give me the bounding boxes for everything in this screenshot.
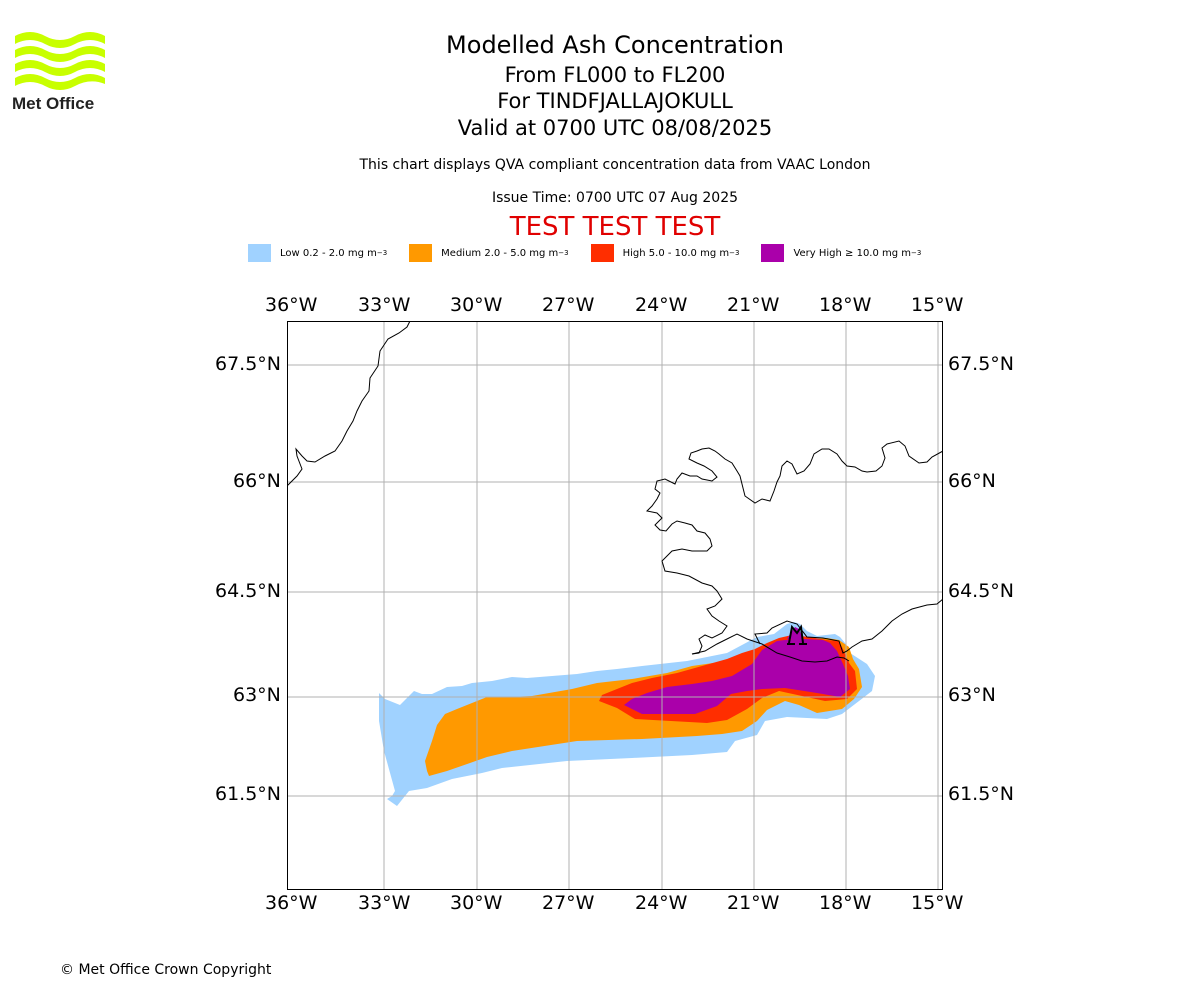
iceland-south-coast (691, 633, 850, 663)
lat-tick-right-63n: 63°N (948, 684, 996, 706)
lat-tick-right-67-5n: 67.5°N (948, 353, 1015, 375)
legend-item-very-high: Very High ≥ 10.0 mg m −3 (761, 244, 921, 262)
lat-tick-left-67-5n: 67.5°N (215, 353, 282, 375)
volcano-marker-icon (787, 624, 807, 645)
met-office-logo: Met Office (12, 30, 112, 114)
chart-subtitle-valid: Valid at 0700 UTC 08/08/2025 (457, 116, 773, 140)
map-frame (287, 321, 943, 890)
legend-item-low: Low 0.2 - 2.0 mg m −3 (248, 244, 387, 262)
legend: Low 0.2 - 2.0 mg m −3 Medium 2.0 - 5.0 mg… (248, 244, 943, 262)
ash-map (287, 321, 943, 890)
lon-tick-top-18w: 18°W (819, 294, 872, 316)
lat-tick-right-64-5n: 64.5°N (948, 580, 1015, 602)
legend-swatch-medium (409, 244, 433, 262)
greenland-coast (287, 321, 411, 487)
logo-text: Met Office (12, 94, 95, 113)
legend-label-very-high: Very High ≥ 10.0 mg m (793, 247, 912, 259)
lat-tick-left-64-5n: 64.5°N (215, 580, 282, 602)
legend-swatch-low (248, 244, 271, 262)
graticule (287, 321, 943, 890)
chart-subtitle-levels: From FL000 to FL200 (504, 63, 726, 87)
lon-tick-top-36w: 36°W (265, 294, 318, 316)
chart-subtitle-volcano: For TINDFJALLAJOKULL (497, 89, 733, 113)
met-office-waves-icon (15, 32, 105, 90)
lat-tick-right-66n: 66°N (948, 470, 996, 492)
lon-tick-top-30w: 30°W (450, 294, 503, 316)
lon-tick-bottom-21w: 21°W (727, 892, 780, 914)
lat-tick-right-61-5n: 61.5°N (948, 783, 1015, 805)
legend-swatch-high (590, 244, 614, 262)
legend-label-low: Low 0.2 - 2.0 mg m (280, 247, 377, 259)
legend-swatch-very-high (761, 244, 785, 262)
legend-item-medium: Medium 2.0 - 5.0 mg m −3 (409, 244, 569, 262)
lon-tick-top-21w: 21°W (727, 294, 780, 316)
test-banner: TEST TEST TEST (509, 212, 721, 242)
lon-tick-top-15w: 15°W (911, 294, 964, 316)
chart-description: This chart displays QVA compliant concen… (359, 157, 871, 173)
lon-tick-top-33w: 33°W (358, 294, 411, 316)
legend-label-high: High 5.0 - 10.0 mg m (622, 247, 730, 259)
lon-tick-top-27w: 27°W (542, 294, 595, 316)
lon-tick-bottom-18w: 18°W (819, 892, 872, 914)
iceland-coast (645, 440, 943, 655)
issue-time: Issue Time: 0700 UTC 07 Aug 2025 (491, 190, 739, 206)
lat-tick-left-63n: 63°N (233, 684, 281, 706)
lon-tick-bottom-15w: 15°W (911, 892, 964, 914)
lon-tick-bottom-24w: 24°W (635, 892, 688, 914)
map-background (287, 321, 943, 890)
lat-tick-left-66n: 66°N (233, 470, 281, 492)
coastlines (287, 321, 943, 663)
lon-tick-bottom-33w: 33°W (358, 892, 411, 914)
legend-label-medium: Medium 2.0 - 5.0 mg m (441, 247, 559, 259)
lon-tick-top-24w: 24°W (635, 294, 688, 316)
lon-tick-bottom-36w: 36°W (265, 892, 318, 914)
chart-title: Modelled Ash Concentration (446, 31, 784, 59)
lat-tick-left-61-5n: 61.5°N (215, 783, 282, 805)
ash-contours (379, 622, 875, 806)
lon-tick-bottom-30w: 30°W (450, 892, 503, 914)
lon-tick-bottom-27w: 27°W (542, 892, 595, 914)
copyright-notice: © Met Office Crown Copyright (60, 962, 272, 978)
legend-item-high: High 5.0 - 10.0 mg m −3 (590, 244, 739, 262)
